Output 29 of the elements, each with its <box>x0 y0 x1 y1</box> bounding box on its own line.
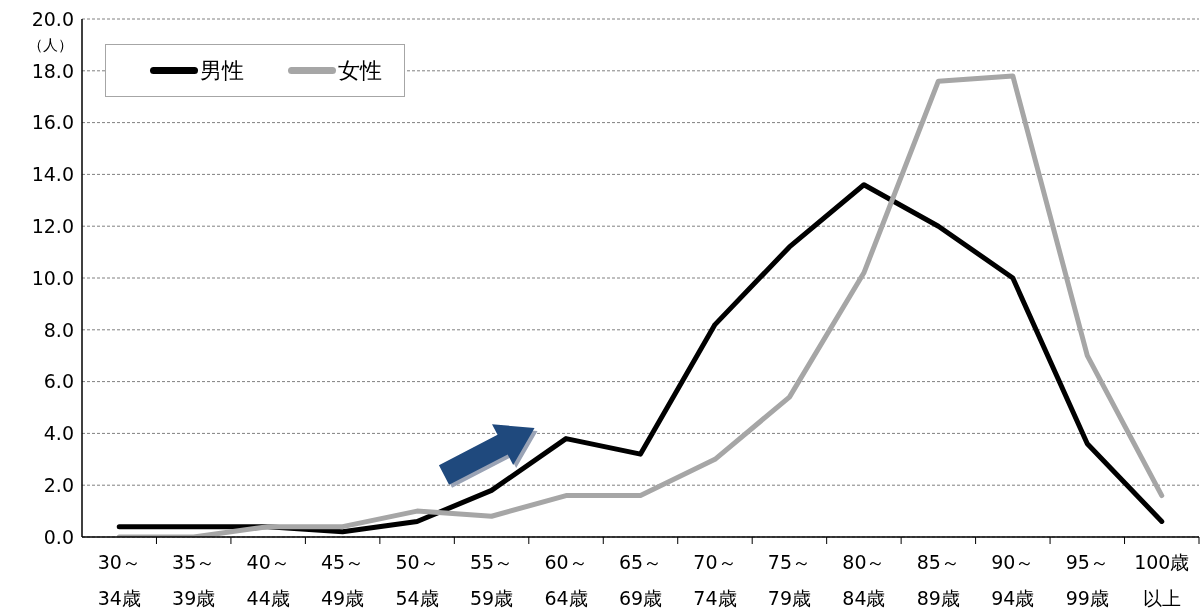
x-tick-label: 100歳以上 <box>1133 550 1191 611</box>
legend-label: 男性 <box>200 56 244 85</box>
x-tick-label: 80～84歳 <box>841 550 887 611</box>
y-tick-label: 18.0 <box>31 59 74 82</box>
x-tick-label: 30～34歳 <box>96 550 142 611</box>
x-tick-label: 55～59歳 <box>468 550 515 611</box>
y-tick-label: 12.0 <box>31 214 74 237</box>
x-tick-label: 60～64歳 <box>543 550 589 611</box>
x-tick-label: 70～74歳 <box>692 550 738 611</box>
x-tick-label: 45～49歳 <box>320 550 366 611</box>
x-tick-label: 65～69歳 <box>617 550 664 611</box>
y-tick-label: 16.0 <box>31 111 74 134</box>
x-tick-label: 90～94歳 <box>990 550 1036 611</box>
y-tick-label: 14.0 <box>31 163 74 186</box>
legend-label: 女性 <box>338 56 382 85</box>
x-tick-label: 85～89歳 <box>915 550 961 611</box>
y-tick-label: 2.0 <box>43 473 74 496</box>
x-tick-label: 35～39歳 <box>171 550 217 611</box>
x-tick-label: 40～44歳 <box>245 550 291 611</box>
y-tick-label: 20.0 <box>31 7 74 30</box>
y-tick-label: 10.0 <box>31 266 74 289</box>
y-tick-label: 6.0 <box>43 370 74 393</box>
y-axis-title: （人） <box>27 36 73 54</box>
x-tick-label: 95～99歳 <box>1064 550 1110 611</box>
x-tick-label: 50～54歳 <box>394 550 440 611</box>
y-tick-label: 0.0 <box>43 525 74 548</box>
x-tick-label: 75～79歳 <box>766 550 812 611</box>
y-tick-label: 8.0 <box>43 318 74 341</box>
y-tick-label: 4.0 <box>43 422 74 445</box>
